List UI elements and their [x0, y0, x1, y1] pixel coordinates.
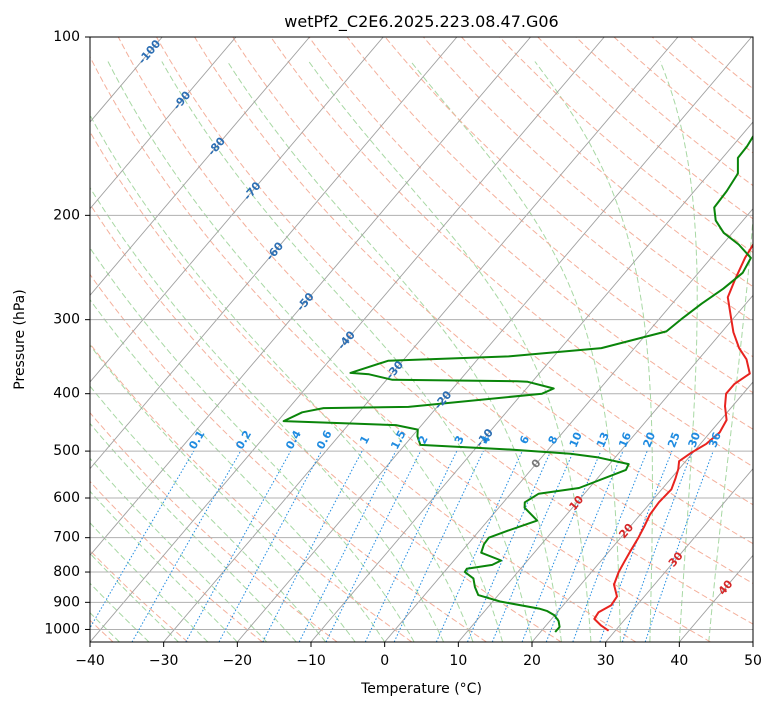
- x-tick-label: 40: [670, 653, 688, 669]
- x-tick-label: 30: [597, 653, 615, 669]
- x-tick-label: 10: [449, 653, 467, 669]
- x-axis-label: Temperature (°C): [360, 681, 482, 697]
- x-tick-label: −30: [149, 653, 179, 669]
- x-tick-label: −20: [223, 653, 253, 669]
- y-tick-label: 400: [53, 386, 80, 402]
- x-tick-label: 0: [380, 653, 389, 669]
- y-tick-label: 600: [53, 490, 80, 506]
- y-tick-label: 500: [53, 443, 80, 459]
- y-tick-label: 200: [53, 207, 80, 223]
- y-tick-label: 300: [53, 312, 80, 328]
- y-tick-label: 100: [53, 29, 80, 45]
- y-tick-label: 900: [53, 594, 80, 610]
- chart-title: wetPf2_C2E6.2025.223.08.47.G06: [284, 12, 558, 32]
- y-axis-label: Pressure (hPa): [12, 289, 28, 389]
- x-tick-label: −40: [75, 653, 105, 669]
- y-tick-label: 1000: [44, 621, 80, 637]
- x-tick-label: 20: [523, 653, 541, 669]
- x-tick-label: −10: [296, 653, 326, 669]
- y-tick-label: 700: [53, 530, 80, 546]
- x-tick-label: 50: [744, 653, 762, 669]
- y-tick-label: 800: [53, 564, 80, 580]
